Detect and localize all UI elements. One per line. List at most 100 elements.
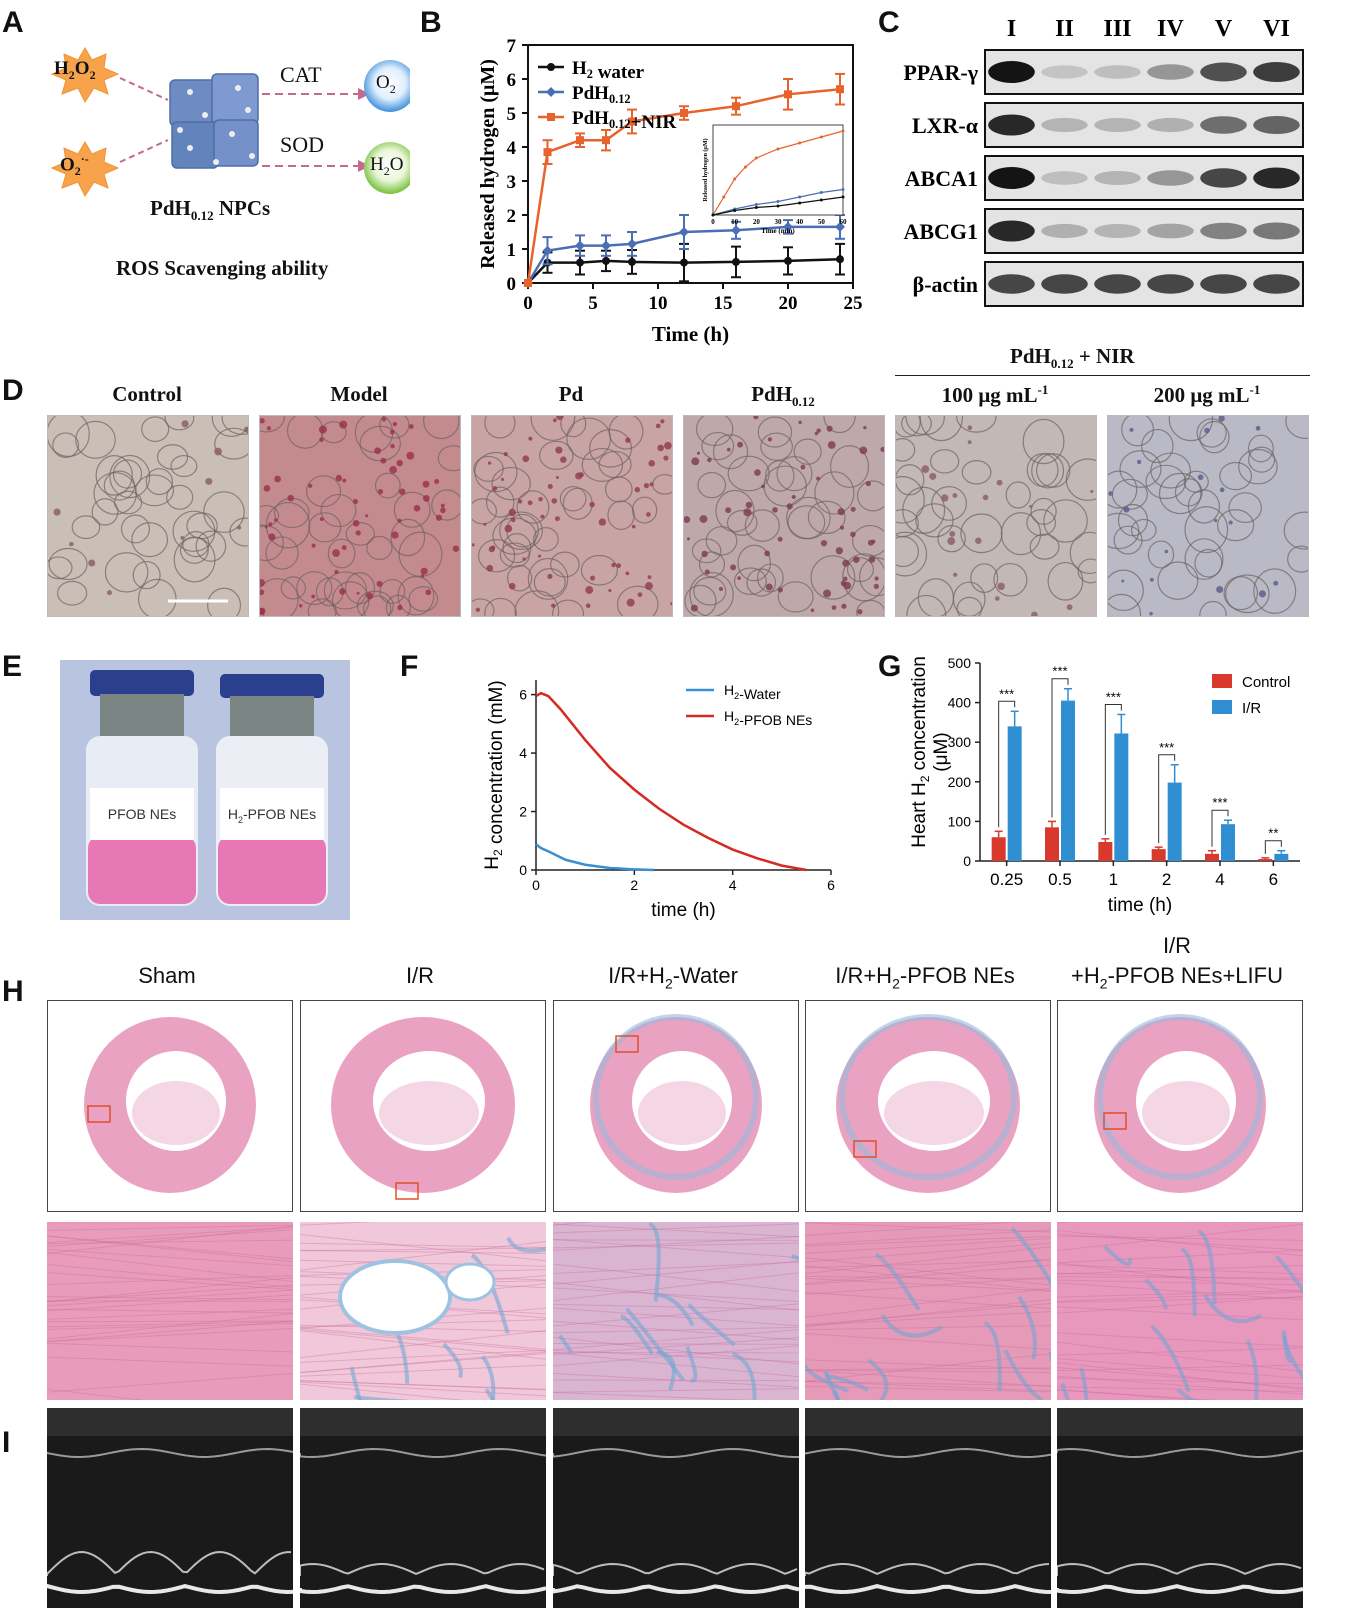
stain-dot (335, 474, 343, 482)
fiber-line (805, 1298, 1051, 1328)
cell-outline (776, 456, 813, 492)
cell-outline (1228, 492, 1262, 524)
d-group-header: PdH0.12 + NIR (1010, 344, 1135, 372)
cell-outline (156, 444, 189, 470)
cell-outline (71, 515, 101, 540)
data-point (628, 257, 636, 266)
cell-outline (896, 438, 916, 462)
stain-dot (646, 512, 651, 517)
blot-band (988, 61, 1035, 83)
cell-outline (539, 440, 574, 471)
inset-point (841, 195, 845, 199)
septum-trace (805, 1562, 1050, 1576)
heart-section-1 (300, 1000, 546, 1212)
collagen-stain (480, 1355, 496, 1400)
blot-strip (984, 102, 1304, 148)
stain-dot (857, 609, 863, 615)
cell-outline (807, 500, 846, 535)
inset-point (754, 206, 758, 209)
cell-outline (260, 525, 284, 562)
y-tick-label: 200 (948, 774, 972, 790)
data-point (836, 85, 844, 94)
cell-outline (478, 538, 516, 573)
cell-outline (598, 450, 632, 479)
inset-point (841, 188, 845, 191)
fiber-line (553, 1261, 799, 1275)
fiber-line (805, 1242, 1051, 1263)
stain-dot (540, 514, 545, 519)
stain-dot (608, 589, 612, 593)
bar-1 (1061, 700, 1075, 861)
cell-outline (514, 590, 560, 616)
collagen-stain (506, 1236, 546, 1253)
cell-outline (354, 416, 394, 453)
data-point (680, 109, 688, 117)
cell-outline (305, 475, 342, 508)
inset-x-tick-label: 40 (796, 218, 804, 226)
fiber-line (553, 1272, 799, 1302)
cell-outline (166, 484, 194, 510)
significance-bracket (1104, 703, 1122, 835)
fiber-line (805, 1367, 1051, 1371)
bar-1 (1114, 733, 1129, 861)
stain-dot (725, 507, 732, 514)
stain-dot (1066, 604, 1073, 611)
stain-dot (967, 440, 972, 445)
cell-outline (1253, 568, 1297, 614)
fiber-line (553, 1303, 799, 1311)
panel-letter-c: C (878, 6, 900, 39)
stain-dot (396, 459, 403, 467)
cell-outline (214, 427, 248, 460)
x-tick-label: 10 (649, 293, 668, 314)
d-label-4: 100 μg mL-1 (941, 382, 1049, 407)
stain-dot (791, 494, 796, 500)
stain-dot (181, 420, 189, 428)
significance-bracket (1264, 840, 1282, 854)
series-2: PdH0.12+NIR (524, 72, 845, 287)
cell-outline (109, 454, 151, 499)
cell-outline (91, 498, 119, 526)
cell-outline (1108, 569, 1144, 612)
cell-outline (715, 489, 755, 533)
fiber-line (47, 1321, 293, 1328)
cell-outline (1283, 511, 1308, 550)
fiber-line (1057, 1362, 1303, 1390)
stain-dot (298, 603, 303, 608)
cell-outline (362, 595, 392, 616)
cell-outline (901, 416, 932, 437)
stain-dot (1273, 580, 1279, 586)
vessel-lumen (444, 1262, 496, 1302)
stain-dot (765, 583, 773, 591)
data-point (679, 227, 689, 237)
stain-dot (537, 554, 542, 558)
fiber-line (300, 1222, 376, 1226)
cell-outline (195, 530, 227, 562)
stain-dot (1213, 518, 1218, 523)
cell-outline (345, 572, 376, 605)
o2-sphere-icon (364, 60, 416, 112)
cell-outline (608, 416, 644, 450)
zoom-region-box (1103, 1112, 1127, 1130)
collagen-stain (1003, 1349, 1044, 1400)
stain-dot (274, 518, 278, 522)
collagen-stain (558, 1334, 573, 1353)
blot-band (1094, 274, 1141, 294)
fiber-line (805, 1246, 1051, 1275)
cell-outline (265, 501, 311, 549)
legend-marker (547, 63, 555, 71)
stain-dot (686, 537, 691, 541)
cell-outline (691, 538, 722, 564)
anterior-wall-trace (805, 1448, 1051, 1458)
stain-dot (380, 457, 387, 464)
fiber-line (300, 1330, 546, 1360)
data-point (576, 258, 584, 267)
lane-label: VI (1263, 16, 1290, 42)
blot-band (1094, 65, 1141, 79)
stain-dot (503, 452, 508, 457)
fiber-line (1057, 1375, 1303, 1395)
fiber-line (1057, 1389, 1203, 1400)
stain-dot (827, 441, 836, 449)
fiber-line (300, 1380, 546, 1390)
blot-band (1253, 222, 1300, 240)
stain-dot (843, 576, 848, 581)
